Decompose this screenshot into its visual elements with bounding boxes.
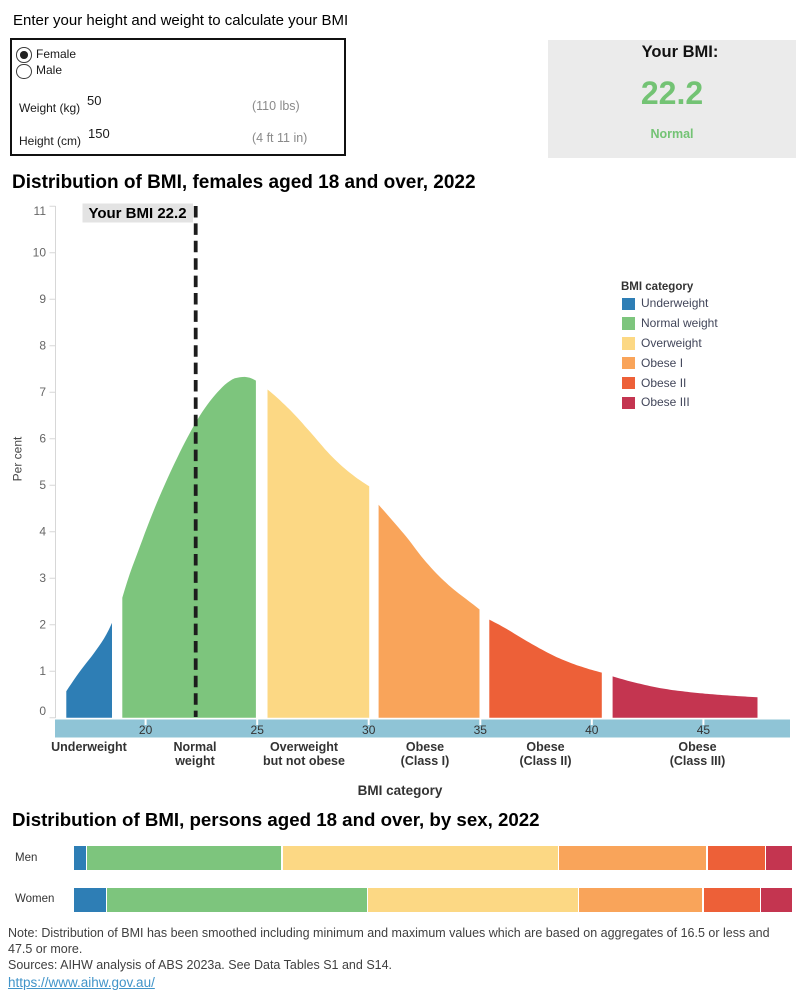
svg-text:40: 40 bbox=[585, 723, 599, 737]
svg-text:11: 11 bbox=[34, 204, 47, 218]
svg-text:Normal: Normal bbox=[173, 740, 216, 754]
svg-text:(Class III): (Class III) bbox=[670, 754, 726, 768]
svg-text:25: 25 bbox=[251, 723, 265, 737]
svg-text:Obese: Obese bbox=[406, 740, 444, 754]
svg-text:2: 2 bbox=[39, 618, 46, 632]
svg-text:(Class II): (Class II) bbox=[519, 754, 571, 768]
svg-text:BMI category: BMI category bbox=[358, 783, 443, 798]
svg-text:10: 10 bbox=[33, 246, 47, 260]
svg-text:(Class I): (Class I) bbox=[401, 754, 450, 768]
svg-text:3: 3 bbox=[39, 571, 46, 585]
svg-text:but not obese: but not obese bbox=[263, 754, 345, 768]
svg-text:5: 5 bbox=[39, 478, 46, 492]
svg-text:4: 4 bbox=[39, 525, 46, 539]
svg-text:1: 1 bbox=[39, 664, 46, 678]
svg-text:45: 45 bbox=[697, 723, 711, 737]
svg-text:20: 20 bbox=[139, 723, 153, 737]
svg-text:Overweight: Overweight bbox=[270, 740, 339, 754]
svg-text:Obese: Obese bbox=[526, 740, 564, 754]
svg-text:9: 9 bbox=[39, 292, 46, 306]
svg-text:8: 8 bbox=[39, 339, 46, 353]
svg-text:6: 6 bbox=[39, 432, 46, 446]
svg-text:0: 0 bbox=[39, 704, 46, 718]
svg-text:weight: weight bbox=[174, 754, 215, 768]
svg-text:30: 30 bbox=[362, 723, 376, 737]
svg-text:Obese: Obese bbox=[678, 740, 716, 754]
svg-text:Your BMI 22.2: Your BMI 22.2 bbox=[88, 205, 186, 222]
svg-text:7: 7 bbox=[39, 385, 46, 399]
svg-text:Underweight: Underweight bbox=[51, 740, 128, 754]
svg-text:Per cent: Per cent bbox=[11, 436, 25, 481]
svg-text:35: 35 bbox=[474, 723, 488, 737]
